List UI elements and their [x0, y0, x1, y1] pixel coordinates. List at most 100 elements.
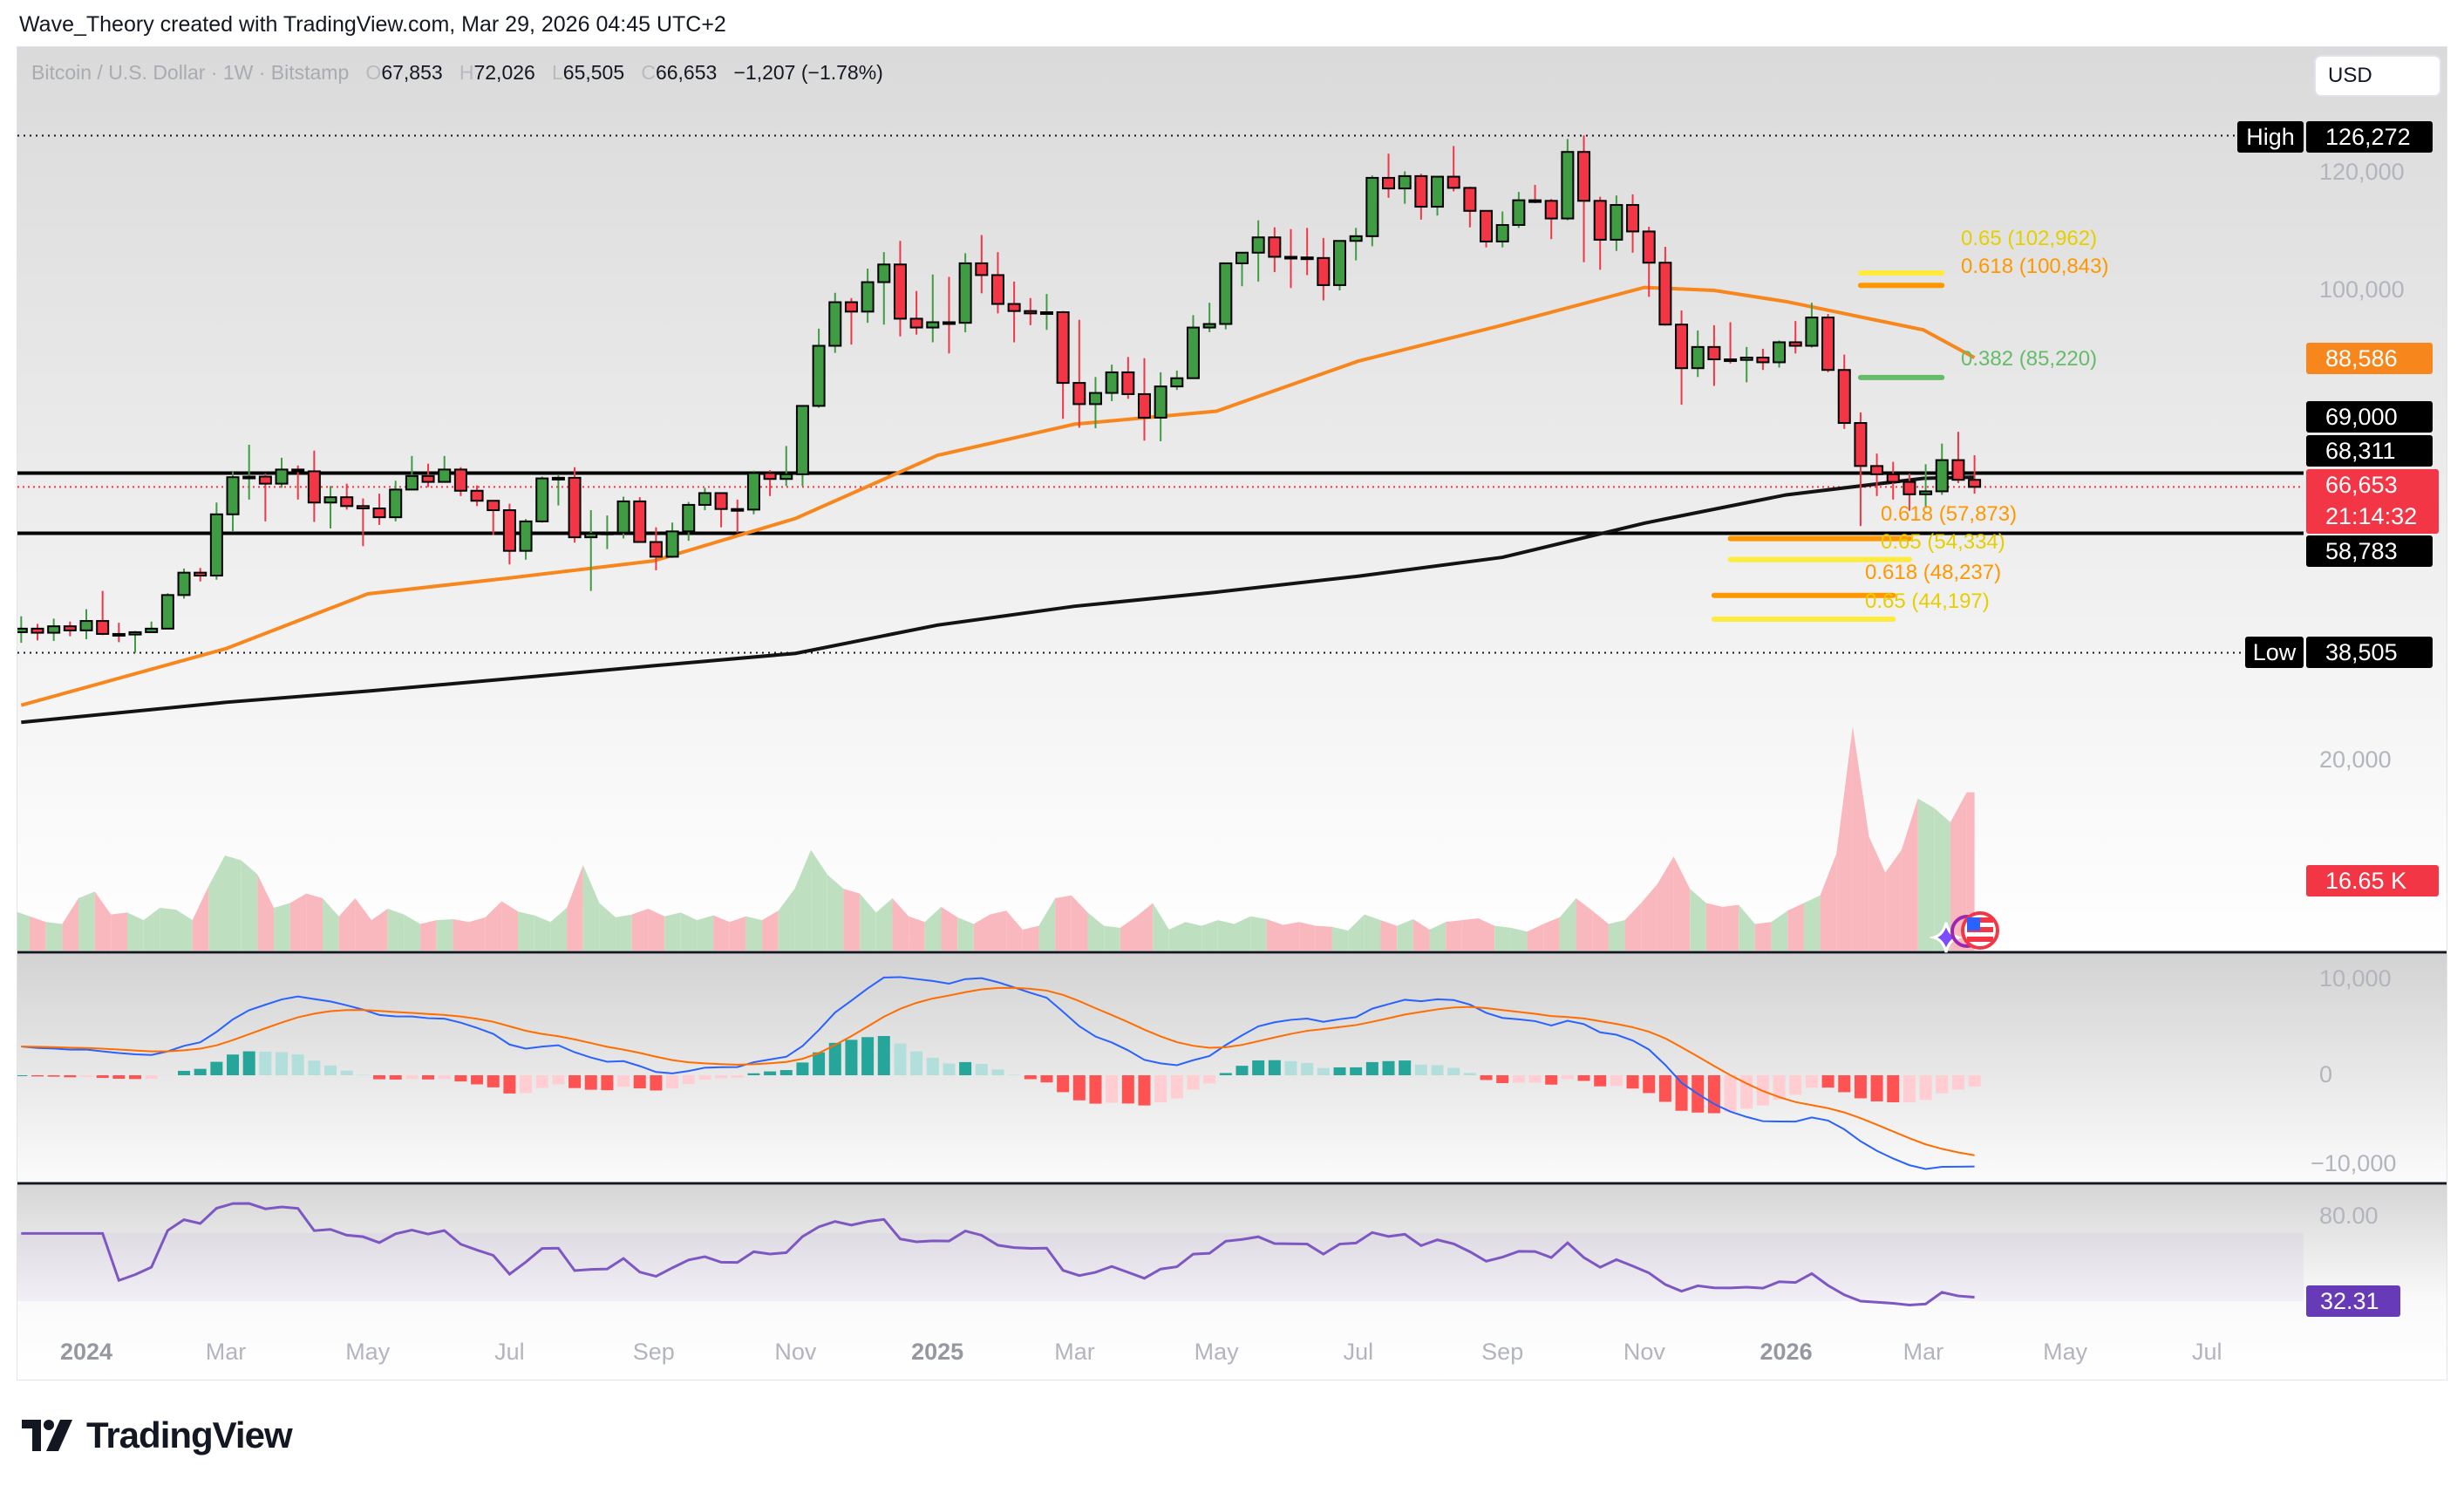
macd-histogram-bar [47, 1075, 60, 1077]
volume-segment [404, 914, 421, 951]
volume-segment [1739, 904, 1755, 951]
candle-body [1837, 369, 1851, 425]
volume-segment [875, 898, 893, 951]
macd-histogram-bar [682, 1075, 695, 1085]
volume-segment [1852, 726, 1869, 951]
macd-histogram-bar [471, 1075, 484, 1085]
candle-body [47, 625, 61, 634]
volume-segment [941, 906, 958, 951]
rsi-pane[interactable] [17, 1185, 2447, 1380]
rsi-band [17, 1233, 2304, 1301]
macd-histogram-bar [1138, 1075, 1151, 1106]
volume-segment [860, 893, 876, 951]
candle-body [1463, 187, 1477, 212]
sma-line [21, 475, 1975, 725]
symbol-legend[interactable]: Bitcoin / U.S. Dollar · 1W · Bitstamp O6… [31, 61, 883, 85]
time-axis-label: Nov [1623, 1339, 1665, 1365]
macd-histogram-bar [1740, 1075, 1753, 1109]
macd-histogram-bar [1121, 1075, 1134, 1104]
volume-segment [143, 907, 160, 951]
time-axis-label: Mar [1902, 1339, 1944, 1365]
macd-histogram-bar [910, 1051, 923, 1075]
volume-segment [1315, 925, 1332, 951]
candle-body [1495, 223, 1509, 242]
close-value: 66,653 [655, 61, 718, 84]
volume-segment [1917, 798, 1935, 951]
candle-body [79, 620, 93, 631]
candle-body [698, 492, 711, 506]
volume-segment [909, 916, 925, 951]
volume-segment [17, 911, 30, 951]
volume-segment [1446, 920, 1462, 951]
volume-segment [371, 909, 388, 951]
macd-histogram-bar [1773, 1075, 1786, 1100]
candle-body [128, 631, 142, 636]
volume-segment [1087, 912, 1105, 951]
economic-events[interactable] [1929, 911, 1999, 953]
macd-histogram-bar [1024, 1075, 1037, 1080]
macd-histogram-bar [308, 1060, 321, 1075]
candle-body [17, 627, 28, 633]
volume-segment [387, 909, 405, 951]
volume-segment [1494, 925, 1511, 951]
candle-body [958, 262, 972, 324]
volume-segment [453, 919, 470, 951]
macd-pane[interactable] [17, 954, 2447, 1183]
tradingview-logo[interactable]: TradingView [22, 1414, 293, 1456]
volume-segment [306, 893, 323, 951]
macd-histogram-bar [1610, 1075, 1623, 1087]
volume-segment [713, 915, 730, 951]
macd-histogram-bar [715, 1075, 728, 1079]
candle-body [616, 500, 630, 534]
volume-segment [1705, 903, 1723, 951]
volume-segment [338, 898, 356, 951]
candle-body [1773, 341, 1787, 364]
candle-body [844, 301, 858, 313]
volume-segment [1787, 903, 1804, 951]
candle-body [1186, 326, 1200, 379]
macd-histogram-bar [340, 1070, 353, 1075]
volume-segment [208, 855, 226, 951]
currency-button[interactable]: USD [2314, 55, 2441, 97]
macd-histogram-bar [1936, 1075, 1949, 1094]
macd-histogram-bar [422, 1075, 435, 1080]
volume-segment [1592, 910, 1609, 951]
candle-body [1414, 174, 1428, 208]
volume-segment [1136, 903, 1154, 951]
candle-body [942, 321, 956, 325]
candle-body [682, 503, 696, 533]
us-flag-icon[interactable] [1961, 911, 1999, 950]
volume-segment [1803, 895, 1821, 951]
volume-segment [616, 914, 632, 951]
candle-body [1707, 345, 1721, 361]
price-pane[interactable] [17, 47, 2447, 951]
macd-histogram-bar [828, 1042, 841, 1075]
volume-segment [697, 915, 714, 951]
volume-segment [794, 849, 812, 951]
low-label: L [552, 61, 563, 84]
macd-histogram-bar [454, 1075, 467, 1082]
candle-body [1284, 256, 1298, 260]
candle-body [1902, 481, 1916, 495]
fib-levels [1711, 269, 1945, 623]
macd-histogram-bar [943, 1063, 956, 1075]
candle-body [584, 533, 598, 539]
volume-segment [1820, 853, 1837, 951]
candle-body [1577, 151, 1591, 202]
volume-segment [1234, 916, 1251, 951]
macd-histogram-bar [520, 1075, 533, 1094]
volume-segment [664, 912, 681, 951]
symbol-name[interactable]: Bitcoin / U.S. Dollar · 1W · Bitstamp [31, 61, 350, 84]
macd-histogram-bar [1252, 1060, 1265, 1075]
candle-body [372, 508, 386, 519]
macd-histogram-bar [1821, 1075, 1834, 1088]
volume-segment [924, 906, 942, 951]
low-value-tag: 38,505 [2306, 637, 2433, 668]
macd-histogram-bar [926, 1057, 939, 1075]
candle-body [1480, 209, 1494, 242]
candle-body [177, 571, 191, 596]
candle-body [893, 263, 907, 320]
candle-body [145, 627, 159, 633]
open-value: 67,853 [381, 61, 443, 84]
